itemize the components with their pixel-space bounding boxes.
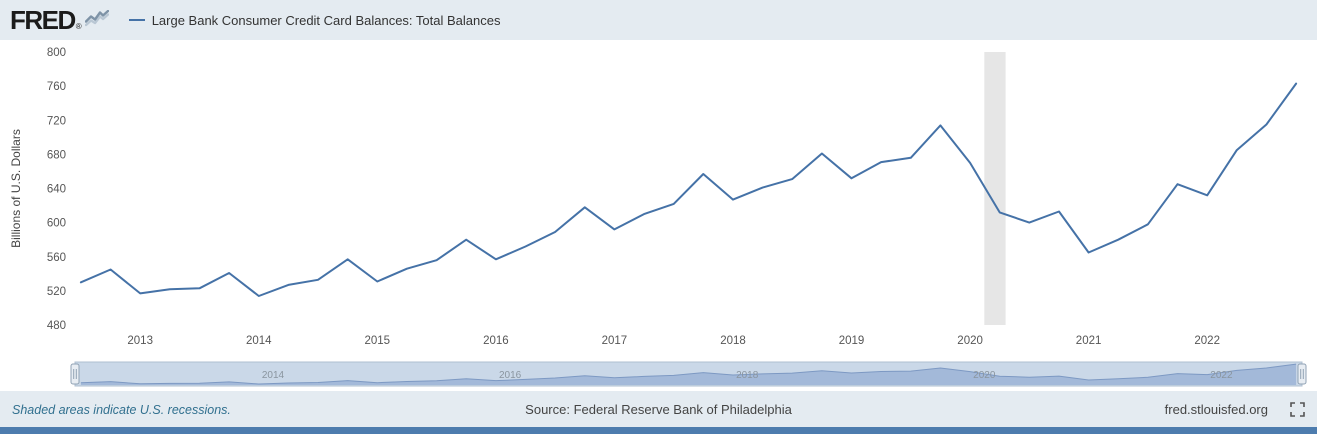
x-tick-label: 2017 (602, 335, 628, 347)
navigator-year-label: 2016 (499, 370, 522, 381)
fullscreen-button[interactable] (1290, 401, 1305, 417)
x-tick-label: 2021 (1076, 335, 1102, 347)
recession-band (984, 52, 1006, 325)
y-tick-label: 600 (47, 218, 66, 230)
range-selector[interactable]: 2014 2016 2018 2020 2022 (0, 358, 1317, 390)
range-handle-right[interactable] (1297, 363, 1307, 385)
fullscreen-icon (1290, 401, 1305, 417)
navigator-year-label: 2020 (973, 370, 996, 381)
footer: Shaded areas indicate U.S. recessions. S… (0, 391, 1317, 427)
x-tick-label: 2016 (483, 335, 509, 347)
series-line[interactable] (79, 82, 1298, 297)
navigator-line (80, 363, 1297, 385)
footer-left: Shaded areas indicate U.S. recessions. (12, 402, 335, 417)
x-tick-label: 2015 (365, 335, 391, 347)
series-legend-label: Large Bank Consumer Credit Card Balances… (151, 12, 501, 28)
navigator-area (80, 364, 1297, 385)
chart-panel: 480 520 560 600 640 680 720 760 800 2013 2014 2015 2… (0, 40, 1317, 391)
range-handle-left[interactable] (70, 363, 80, 385)
recessions-note-link[interactable]: Shaded areas indicate U.S. recessions. (12, 402, 231, 417)
x-tick-label: 2020 (957, 335, 983, 347)
footer-center: Source: Federal Reserve Bank of Philadel… (335, 402, 982, 417)
x-tick-label: 2018 (720, 335, 746, 347)
y-tick-label: 520 (47, 286, 66, 298)
series-line-swatch-icon (128, 19, 145, 21)
y-axis-title: Billions of U.S. Dollars (9, 129, 23, 248)
fred-logo[interactable]: FRED ® (10, 7, 109, 33)
navigator-year-label: 2018 (736, 370, 759, 381)
chart-legend: Large Bank Consumer Credit Card Balances… (128, 12, 501, 28)
navigator-year-label: 2014 (262, 370, 285, 381)
y-tick-label: 760 (47, 81, 66, 93)
source-text: Source: Federal Reserve Bank of Philadel… (525, 401, 792, 417)
x-tick-label: 2014 (246, 335, 272, 347)
main-chart[interactable]: 480 520 560 600 640 680 720 760 800 2013 2014 2015 2… (0, 40, 1317, 358)
y-tick-label: 480 (47, 320, 66, 332)
x-tick-label: 2013 (127, 335, 153, 347)
y-tick-label: 800 (47, 47, 66, 59)
y-tick-label: 680 (47, 149, 66, 161)
fred-logo-chart-icon (84, 10, 109, 27)
y-tick-label: 640 (47, 184, 66, 196)
x-tick-label: 2022 (1194, 335, 1220, 347)
x-tick-label: 2019 (839, 335, 865, 347)
registered-trademark: ® (75, 22, 82, 31)
footer-right: fred.stlouisfed.org (982, 402, 1305, 417)
y-tick-label: 720 (47, 115, 66, 127)
fred-site-link[interactable]: fred.stlouisfed.org (1164, 401, 1268, 417)
fred-logo-text: FRED (10, 5, 76, 35)
navigator-year-label: 2022 (1210, 370, 1233, 381)
header: FRED ® Large Bank Consumer Credit Card B… (0, 0, 1317, 40)
y-tick-label: 560 (47, 252, 66, 264)
bottom-accent-bar (0, 427, 1317, 434)
